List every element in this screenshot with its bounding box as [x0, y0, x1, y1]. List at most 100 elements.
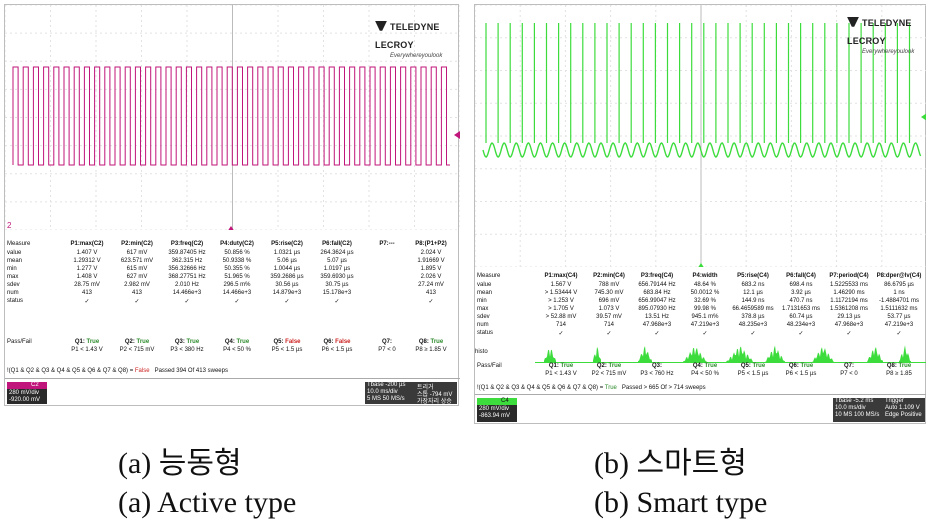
- q-title: Q5:: [740, 363, 753, 369]
- measure-cell: 66.4659589 ms: [732, 306, 774, 312]
- measure-header-cell[interactable]: P1:max(C4): [544, 273, 578, 279]
- q-cell[interactable]: Q3: True: [161, 339, 213, 345]
- measure-row-label: num: [477, 322, 489, 328]
- q-cell[interactable]: Q2: True: [111, 339, 163, 345]
- measure-cell: 30.56 µs: [275, 282, 299, 288]
- measure-cell: 378.8 µs: [741, 314, 765, 320]
- measure-cell: 47.219e+3: [884, 322, 914, 328]
- measure-cell: ✓: [428, 299, 434, 305]
- brand-tagline: Everywhereyoulook: [862, 49, 915, 55]
- measure-label: Measure: [7, 241, 31, 247]
- measure-cell: 413: [425, 290, 436, 296]
- q-cell[interactable]: Q2: True: [583, 363, 635, 369]
- measure-cell: ✓: [750, 331, 756, 337]
- passfail-summary-a: !(Q1 & Q2 & Q3 & Q4 & Q5 & Q6 & Q7 & Q8)…: [7, 368, 228, 374]
- measure-cell: 945.1 m%: [691, 314, 719, 320]
- q-cell[interactable]: Q6: True: [775, 363, 827, 369]
- measure-row-label: mean: [7, 258, 23, 264]
- measure-cell: 1.29312 V: [73, 258, 101, 264]
- measure-header-cell[interactable]: P2:min(C2): [121, 241, 153, 247]
- q-condition: P8 ≥ 1.85: [886, 371, 912, 377]
- q-condition: P7 < 0: [840, 371, 858, 377]
- measure-cell: 683.84 Hz: [643, 290, 671, 296]
- channel-descriptor-b[interactable]: C4 280 mV/div -863.94 mV: [477, 398, 517, 422]
- trigger-position-marker-icon: [228, 226, 234, 230]
- measure-header-cell[interactable]: P2:min(C4): [593, 273, 625, 279]
- measure-cell: 413: [81, 290, 92, 296]
- summary-result: True: [604, 385, 617, 391]
- q-condition: P3 < 380 Hz: [170, 347, 204, 353]
- measure-cell: 47.968e+3: [834, 322, 864, 328]
- trigger-line2: Auto 1.109 V: [885, 405, 920, 411]
- q-condition: P5 < 1.5 µs: [271, 347, 303, 353]
- measure-cell: ✓: [284, 299, 290, 305]
- q-title: Q7:: [843, 363, 854, 369]
- measure-header-cell[interactable]: P3:freq(C2): [170, 241, 204, 247]
- measure-cell: 99.98 %: [693, 306, 717, 312]
- q-cell[interactable]: Q8: True: [873, 363, 925, 369]
- measure-header-cell[interactable]: P4:duty(C2): [220, 241, 254, 247]
- timebase-descriptor-b[interactable]: Tbase -5.2 ms 10.0 ms/div 10 MS 100 MS/s…: [833, 398, 925, 422]
- channel-vdiv: 280 mV/div: [479, 406, 510, 412]
- waveform-trace-c4: [482, 142, 922, 158]
- q-result: True: [186, 339, 200, 345]
- q-result: True: [430, 339, 444, 345]
- measure-cell: 1.895 V: [420, 266, 442, 272]
- measure-cell: 1.0321 µs: [273, 250, 301, 256]
- q-cell[interactable]: Q1: True: [535, 363, 587, 369]
- measure-cell: 50.9338 %: [222, 258, 252, 264]
- q-condition: P4 < 50 %: [691, 371, 719, 377]
- q-cell[interactable]: Q7:: [823, 363, 875, 369]
- measure-row-label: value: [477, 282, 492, 288]
- q-cell[interactable]: Q3:: [631, 363, 683, 369]
- measure-cell: > 1.705 V: [548, 306, 574, 312]
- passfail-summary-b: !(Q1 & Q2 & Q3 & Q4 & Q5 & Q6 & Q7 & Q8)…: [477, 385, 706, 391]
- measure-cell: 264.3624 µs: [320, 250, 354, 256]
- measure-cell: 39.57 mV: [596, 314, 622, 320]
- q-cell[interactable]: Q6: False: [311, 339, 363, 345]
- histogram-bin: [867, 347, 883, 363]
- measure-header-cell[interactable]: P8:(P1+P2): [415, 241, 447, 247]
- measure-cell: 356.32666 Hz: [168, 266, 206, 272]
- histogram-bin: [593, 346, 601, 363]
- measure-cell: 1.5225533 ms: [829, 282, 869, 288]
- timebase-descriptor-a[interactable]: Tbase -200 µs 10.0 ms/div 5 MS 50 MS/s 트…: [365, 382, 457, 405]
- q-cell[interactable]: Q5: True: [727, 363, 779, 369]
- measure-header-cell[interactable]: P5:rise(C4): [737, 273, 769, 279]
- measure-cell: 359.6930 µs: [320, 274, 354, 280]
- q-title: Q8:: [886, 363, 899, 369]
- q-cell[interactable]: Q8: True: [405, 339, 457, 345]
- measure-header-cell[interactable]: P6:fall(C2): [322, 241, 352, 247]
- trigger-line2: 스톱 -794 mV: [417, 392, 453, 398]
- histogram-strip-smart: [535, 345, 926, 363]
- measure-header-cell[interactable]: P7:period(C4): [829, 273, 869, 279]
- q-condition: P6 < 1.5 µs: [785, 371, 817, 377]
- q-title: Q7:: [381, 339, 392, 345]
- summary-passed: Passed > 665 Of > 714 sweeps: [621, 385, 706, 391]
- q-condition: P7 < 0: [378, 347, 396, 353]
- measure-cell: 32.69 %: [693, 298, 717, 304]
- measure-cell: ✓: [334, 299, 340, 305]
- q-cell[interactable]: Q4: True: [679, 363, 731, 369]
- q-cell[interactable]: Q5: False: [261, 339, 313, 345]
- measure-cell: 27.24 mV: [418, 282, 444, 288]
- measure-cell: 788 mV: [598, 282, 620, 288]
- waveform-grid-active: 2: [5, 5, 460, 230]
- measure-header-cell[interactable]: P3:freq(C4): [640, 273, 674, 279]
- channel-descriptor-a[interactable]: C2 280 mV/div -920.00 mV: [7, 382, 47, 404]
- measure-header-cell[interactable]: P7:---: [379, 241, 395, 247]
- measure-header-cell[interactable]: P1:max(C2): [70, 241, 104, 247]
- measure-header-cell[interactable]: P4:width: [692, 273, 718, 279]
- q-result: True: [136, 339, 150, 345]
- measure-cell: 1.5111632 ms: [880, 306, 918, 312]
- measure-cell: 1 ns: [893, 290, 905, 296]
- measure-header-cell[interactable]: P5:rise(C2): [271, 241, 303, 247]
- q-cell[interactable]: Q4: True: [211, 339, 263, 345]
- timebase-line2: 10.0 ms/div: [367, 389, 398, 395]
- measure-cell: 14.466e+3: [222, 290, 252, 296]
- measure-header-cell[interactable]: P6:fall(C4): [786, 273, 816, 279]
- measure-cell: > 1.53444 V: [544, 290, 578, 296]
- measure-header-cell[interactable]: P8:dper@lv(C4): [876, 273, 922, 279]
- q-cell[interactable]: Q7:: [361, 339, 413, 345]
- q-cell[interactable]: Q1: True: [61, 339, 113, 345]
